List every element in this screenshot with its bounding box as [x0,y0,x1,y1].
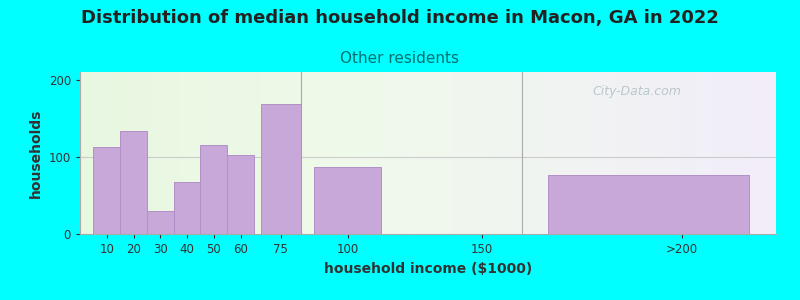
X-axis label: household income ($1000): household income ($1000) [324,262,532,276]
Text: Other residents: Other residents [341,51,459,66]
Text: Distribution of median household income in Macon, GA in 2022: Distribution of median household income … [81,9,719,27]
Bar [174,182,201,234]
Bar [94,147,120,234]
Bar [549,175,750,234]
Bar [314,167,381,234]
Bar [120,131,147,234]
Bar [227,154,254,234]
Y-axis label: households: households [29,108,43,198]
Bar [261,104,301,234]
Bar [201,145,227,234]
Bar [147,211,174,234]
Text: City-Data.com: City-Data.com [592,85,682,98]
